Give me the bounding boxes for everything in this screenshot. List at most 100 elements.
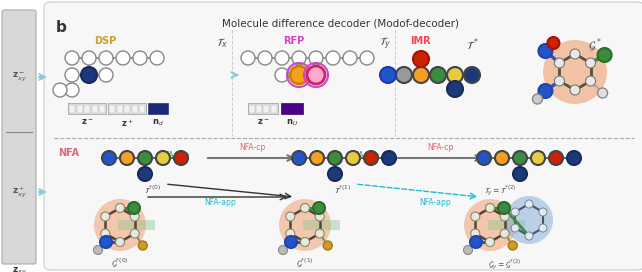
Circle shape [275,51,289,65]
Circle shape [508,241,517,250]
FancyArrow shape [589,51,610,65]
Circle shape [286,229,295,238]
Circle shape [300,237,309,246]
Text: RFP: RFP [283,36,304,46]
Circle shape [413,67,429,83]
Circle shape [511,208,519,216]
Circle shape [150,51,164,65]
Text: $\mathcal{T}_y=\mathcal{T}^{*(2)}$: $\mathcal{T}_y=\mathcal{T}^{*(2)}$ [484,184,516,199]
Bar [92,104,98,113]
Bar [281,103,303,114]
Circle shape [382,151,396,165]
Circle shape [513,151,527,165]
Circle shape [328,151,342,165]
Circle shape [364,151,378,165]
Circle shape [99,68,113,82]
Text: $\mathbf{z}^-$: $\mathbf{z}^-$ [257,117,269,126]
Circle shape [567,151,581,165]
Circle shape [570,49,580,59]
Bar [303,220,340,230]
Circle shape [315,229,324,238]
Circle shape [313,202,325,214]
Circle shape [471,229,480,238]
Circle shape [495,151,509,165]
Circle shape [598,48,612,62]
Circle shape [531,151,545,165]
Circle shape [100,236,112,248]
Bar [76,104,83,113]
Circle shape [447,67,463,83]
Circle shape [555,76,564,86]
Circle shape [513,167,527,181]
Circle shape [360,51,374,65]
Text: $\mathbf{n}_d$: $\mathbf{n}_d$ [152,117,164,128]
Bar [99,104,105,113]
Circle shape [543,40,607,104]
Circle shape [525,232,533,240]
Circle shape [539,84,552,98]
Text: NFA: NFA [58,148,79,158]
Circle shape [586,76,596,86]
Bar [263,104,270,113]
Circle shape [116,51,130,65]
Circle shape [477,151,491,165]
Circle shape [598,88,607,98]
Circle shape [285,236,297,248]
Circle shape [549,151,563,165]
Bar [248,103,278,114]
Circle shape [65,83,79,97]
Circle shape [539,208,547,216]
Circle shape [94,246,103,255]
Text: $\mathcal{G}^{*(1)}$: $\mathcal{G}^{*(1)}$ [296,257,314,270]
Text: $\mathcal{G}^{*(0)}$: $\mathcal{G}^{*(0)}$ [111,257,129,270]
Bar [139,104,145,113]
Circle shape [138,241,147,250]
Circle shape [328,167,342,181]
Circle shape [498,202,510,214]
Circle shape [346,151,360,165]
Circle shape [310,151,324,165]
Bar [488,220,525,230]
Circle shape [174,151,188,165]
Text: $\mathcal{T}_y$: $\mathcal{T}_y$ [379,36,391,52]
Circle shape [81,67,97,83]
Circle shape [464,67,480,83]
Bar [132,104,137,113]
Circle shape [102,151,116,165]
Circle shape [138,167,152,181]
Circle shape [241,51,255,65]
Text: $\mathcal{T}_x$: $\mathcal{T}_x$ [216,36,228,50]
Circle shape [323,241,332,250]
Circle shape [500,229,509,238]
Circle shape [464,246,473,255]
Circle shape [116,237,125,246]
Circle shape [290,66,308,84]
Bar [84,104,90,113]
Text: NFA-app: NFA-app [419,198,451,207]
Circle shape [343,51,357,65]
Text: $\mathcal{T}^{*(0)}$: $\mathcal{T}^{*(0)}$ [144,184,162,196]
Text: $\mathcal{G}_y=\mathcal{G}^{*(2)}$: $\mathcal{G}_y=\mathcal{G}^{*(2)}$ [488,257,522,271]
Circle shape [315,212,324,221]
Text: $\mathbf{z}_{xy}$: $\mathbf{z}_{xy}$ [12,265,26,272]
Circle shape [101,229,110,238]
Text: $\mathbf{z}^+_{xy}$: $\mathbf{z}^+_{xy}$ [12,185,26,199]
Circle shape [380,67,396,83]
Circle shape [128,202,140,214]
Text: $\mathbf{z}^-_{xy}$: $\mathbf{z}^-_{xy}$ [12,71,26,83]
Circle shape [539,224,547,232]
Circle shape [555,58,564,68]
Circle shape [53,83,67,97]
Text: $\mathcal{T}^{*(1)}$: $\mathcal{T}^{*(1)}$ [334,184,352,196]
Bar [124,104,130,113]
Bar [270,104,277,113]
Text: $\mathbf{n}_U$: $\mathbf{n}_U$ [286,117,298,128]
Text: $\mathbf{z}^+$: $\mathbf{z}^+$ [121,117,134,129]
Circle shape [505,196,553,244]
Circle shape [307,66,325,84]
Text: NFA-app: NFA-app [204,198,236,207]
Circle shape [471,212,480,221]
Bar [249,104,255,113]
Text: IMR: IMR [410,36,431,46]
Text: $\mathcal{T}^*$: $\mathcal{T}^*$ [465,36,478,52]
